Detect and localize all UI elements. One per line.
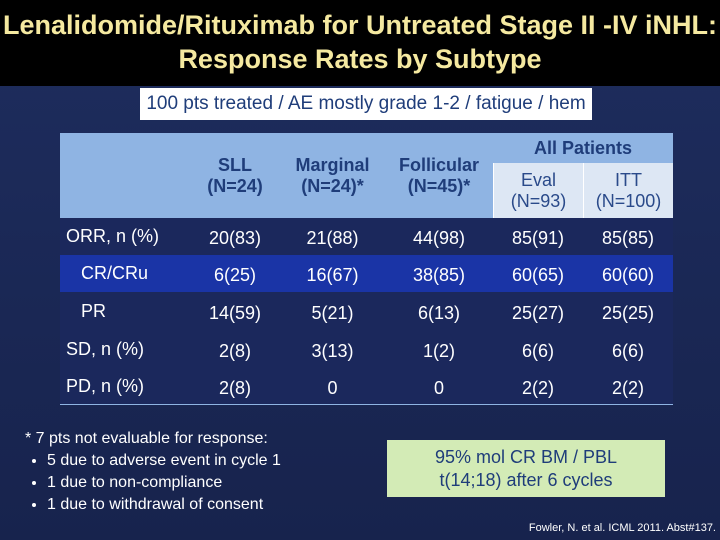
cell: 60(60) — [601, 265, 655, 285]
column-name: ITT — [615, 169, 642, 190]
cell: 3(13) — [311, 340, 354, 361]
column-n: (N=24) — [207, 175, 263, 196]
column-name: Marginal — [295, 154, 370, 175]
row-label: PR — [81, 300, 107, 321]
cell: 6(13) — [417, 302, 461, 323]
column-name: Follicular — [398, 154, 479, 175]
footnote: * 7 pts not evaluable for response: 5 du… — [25, 428, 281, 516]
footnote-item: 1 due to withdrawal of consent — [47, 494, 281, 516]
cell: 16(67) — [306, 265, 359, 285]
row — [60, 218, 673, 255]
row-label: ORR, n (%) — [66, 226, 160, 246]
footnote-item: 1 due to non-compliance — [47, 472, 281, 494]
row-label: PD, n (%) — [66, 376, 145, 396]
cell: 6(6) — [611, 340, 644, 361]
cell: 25(25) — [601, 302, 655, 323]
column-n: (N=24)* — [301, 175, 364, 196]
column-header: SLL (N=24) — [190, 133, 280, 218]
cell: 85(91) — [511, 228, 565, 248]
footnote-item: 5 due to adverse event in cycle 1 — [47, 450, 281, 472]
callout: 95% mol CR BM / PBL t(14;18) after 6 cycl… — [387, 440, 665, 497]
cell: 0 — [433, 378, 444, 398]
cell: 38(85) — [412, 265, 466, 285]
cell: 60(65) — [511, 265, 565, 285]
cell: 20(83) — [208, 228, 262, 248]
column-name: Eval — [520, 169, 556, 190]
footnote-intro: * 7 pts not evaluable for response: — [25, 430, 268, 447]
cell: 14(59) — [208, 302, 262, 323]
column-n: (N=100) — [595, 190, 662, 211]
callout-line: t(14;18) after 6 cycles — [439, 469, 613, 490]
cell: 44(98) — [412, 228, 466, 248]
title: Lenalidomide/Rituximab for Untreated Sta… — [0, 0, 720, 86]
footnote-list: 5 due to adverse event in cycle 11 due t… — [25, 450, 281, 516]
column-name: SLL — [218, 154, 252, 175]
citation: Fowler, N. et al. ICML 2011. Abst#137. — [528, 522, 716, 534]
cell: 6(25) — [213, 265, 257, 285]
cell: 21(88) — [306, 228, 359, 248]
cell: 2(8) — [218, 340, 251, 361]
row — [60, 330, 673, 368]
cell: 0 — [327, 378, 338, 398]
row — [60, 368, 673, 405]
group-header: All Patients — [493, 133, 673, 163]
banner: 100 pts treated / AE mostly grade 1-2 / … — [140, 88, 592, 120]
cell: 1(2) — [422, 340, 455, 361]
column-header: Eval (N=93) — [493, 163, 583, 218]
cell: 6(6) — [521, 340, 554, 361]
row-label: CR/CRu — [81, 263, 149, 283]
row — [60, 255, 673, 292]
column-n: (N=45)* — [407, 175, 471, 196]
cell: 2(2) — [521, 378, 554, 398]
cell: 5(21) — [311, 302, 354, 323]
cell: 25(27) — [511, 302, 565, 323]
column-header: Follicular (N=45)* — [385, 133, 493, 218]
column-n: (N=93) — [510, 190, 567, 211]
cell: 2(8) — [218, 378, 251, 398]
column-header: ITT (N=100) — [583, 163, 673, 218]
cell: 85(85) — [601, 228, 655, 248]
column-header: Marginal (N=24)* — [280, 133, 385, 218]
cell: 2(2) — [611, 378, 644, 398]
row-label: SD, n (%) — [66, 338, 145, 359]
row — [60, 292, 673, 330]
callout-line: 95% mol CR BM / PBL — [434, 446, 618, 467]
